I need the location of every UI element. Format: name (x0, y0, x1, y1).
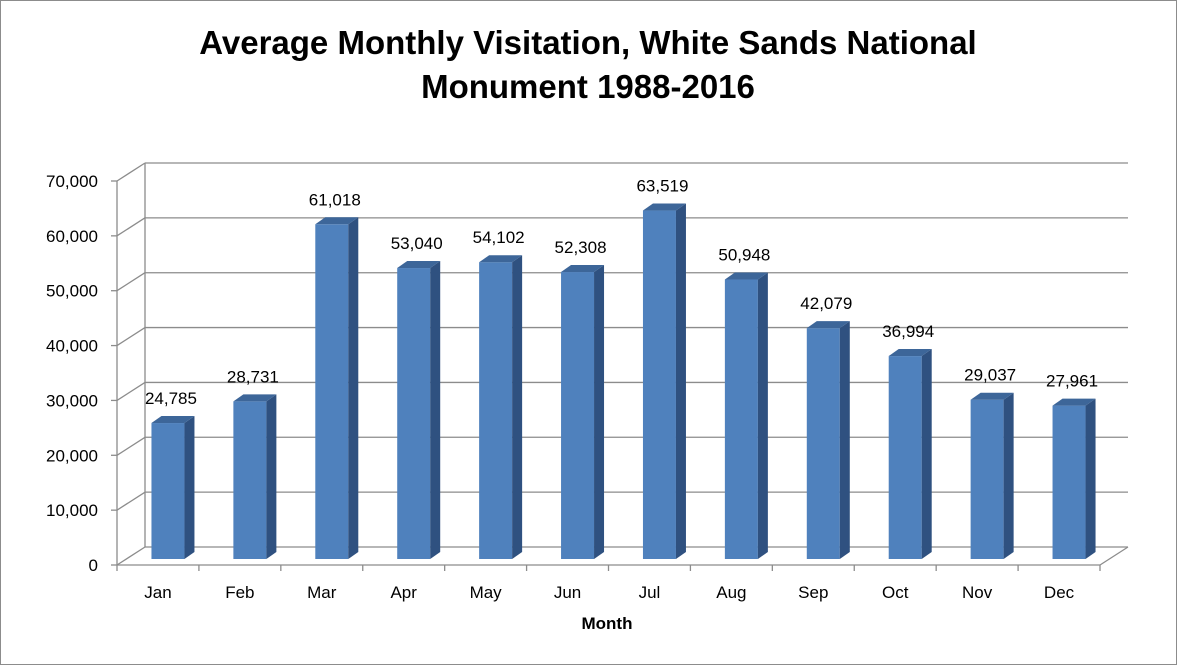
data-label: 28,731 (227, 367, 279, 386)
data-label: 36,994 (882, 322, 934, 341)
bars (151, 203, 1096, 559)
bar-side (594, 265, 605, 559)
bar-top (888, 349, 932, 357)
x-tick-label: Sep (798, 583, 828, 602)
bar-may (479, 255, 523, 559)
bar-side (921, 349, 932, 559)
gridline-slant (116, 381, 146, 401)
bar-top (561, 265, 605, 273)
x-tick-label: Aug (716, 583, 746, 602)
y-tick-label: 40,000 (46, 337, 98, 356)
x-tick-label: Jan (144, 583, 171, 602)
x-tick-label: Apr (390, 583, 417, 602)
x-tick-label: Jul (639, 583, 661, 602)
bar-jan (151, 416, 195, 559)
bar-feb (233, 394, 277, 559)
gridline-slant (116, 491, 146, 511)
bar-side (512, 255, 523, 559)
gridline-slant (116, 546, 146, 566)
bar-top (397, 261, 441, 269)
chart-title: Average Monthly Visitation, White Sands … (199, 24, 976, 105)
bar-apr (397, 261, 441, 559)
bar-jul (642, 203, 686, 559)
bar-side (430, 261, 441, 559)
x-tick-label: Oct (882, 583, 909, 602)
bar-front (397, 268, 431, 559)
gridlines (116, 162, 1128, 566)
bar-top (806, 321, 850, 329)
y-tick-label: 20,000 (46, 446, 98, 465)
x-axis-title: Month (582, 614, 633, 633)
bar-side (839, 321, 850, 559)
bar-front (233, 401, 267, 559)
data-label: 63,519 (636, 177, 688, 196)
bar-top (233, 394, 277, 402)
bar-side (675, 203, 686, 559)
data-label: 52,308 (555, 238, 607, 257)
bar-side (757, 272, 768, 559)
bar-top (1052, 398, 1096, 406)
y-tick-label: 60,000 (46, 227, 98, 246)
bar-top (151, 416, 195, 424)
data-label: 24,785 (145, 389, 197, 408)
bar-nov (970, 392, 1014, 559)
bar-top (724, 272, 768, 280)
bar-front (561, 272, 595, 559)
gridline-slant (116, 162, 146, 182)
bar-front (806, 328, 840, 559)
bar-oct (888, 349, 932, 559)
data-label: 29,037 (964, 366, 1016, 385)
y-tick-label: 10,000 (46, 501, 98, 520)
bar-mar (315, 217, 359, 559)
axes: 0 10,000 20,000 30,000 40,000 50,000 60,000 70,… (46, 172, 1129, 602)
y-tick-label: 0 (89, 556, 98, 575)
bar-jun (561, 265, 605, 559)
x-tick-label: Nov (962, 583, 993, 602)
bar-front (315, 224, 349, 559)
bar-front (724, 279, 758, 559)
chart-title-line-1: Average Monthly Visitation, White Sands … (199, 24, 976, 61)
y-tick-label: 70,000 (46, 172, 98, 191)
bar-top (315, 217, 359, 225)
bar-sep (806, 321, 850, 559)
x-tick-label: May (470, 583, 503, 602)
data-labels: 24,785 28,731 61,018 53,040 54,102 52,308 63,5… (145, 177, 1098, 408)
bar-front (479, 262, 513, 559)
bar-front (642, 210, 676, 559)
data-label: 42,079 (800, 294, 852, 313)
bar-side (266, 394, 277, 559)
data-label: 54,102 (473, 228, 525, 247)
bar-side (184, 416, 195, 559)
y-tick-label: 50,000 (46, 282, 98, 301)
x-tick-label: Feb (225, 583, 254, 602)
bar-front (151, 423, 185, 559)
data-label: 27,961 (1046, 372, 1098, 391)
bar-front (1052, 405, 1086, 559)
bar-side (1085, 398, 1096, 559)
bar-aug (724, 272, 768, 559)
x-tick-label: Mar (307, 583, 337, 602)
bar-front (888, 356, 922, 559)
gridline-slant (116, 327, 146, 347)
bar-top (642, 203, 686, 211)
gridline-slant (116, 217, 146, 237)
gridline-slant (116, 436, 146, 456)
bar-front (970, 399, 1004, 559)
x-tick-label: Dec (1044, 583, 1075, 602)
bar-side (1003, 392, 1014, 559)
gridline-slant (116, 272, 146, 292)
chart-title-line-2: Monument 1988-2016 (421, 68, 755, 105)
bar-top (479, 255, 523, 263)
floor-edge (1099, 546, 1129, 566)
data-label: 50,948 (718, 246, 770, 265)
data-label: 53,040 (391, 234, 443, 253)
bar-top (970, 392, 1014, 400)
data-label: 61,018 (309, 190, 361, 209)
bar-dec (1052, 398, 1096, 559)
x-tick-label: Jun (554, 583, 581, 602)
y-tick-label: 30,000 (46, 391, 98, 410)
bar-side (348, 217, 359, 559)
